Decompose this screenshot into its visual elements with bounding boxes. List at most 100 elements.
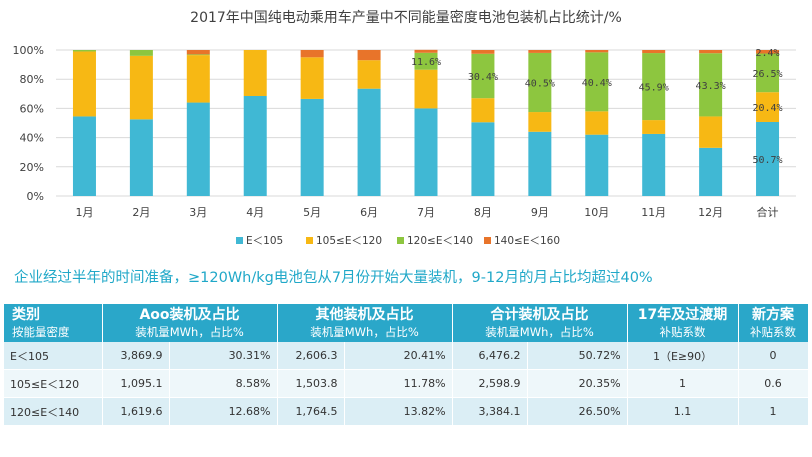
table-row: 120≤E＜140 1,619.6 12.68% 1,764.5 13.82% … [4,397,809,426]
header-coef-2017: 17年及过渡期 补贴系数 [627,304,739,342]
bar-segment [300,50,324,58]
legend-label: 120≤E＜140 [407,235,473,247]
x-tick-label: 2月 [132,206,150,219]
cell-coef-new: 0 [738,342,809,370]
cell-category: E＜105 [4,342,103,370]
cell-aoo-mwh: 1,619.6 [102,397,170,426]
bar-segment [756,50,780,54]
bar-segment [699,50,723,54]
bar-segment [414,49,438,53]
data-label: 30.4% [468,72,498,83]
cell-aoo-mwh: 3,869.9 [102,342,170,370]
cell-aoo-pct: 12.68% [169,397,278,426]
data-label: 2.4% [755,48,779,59]
cell-category: 105≤E＜120 [4,369,103,398]
cell-coef-2017: 1.1 [627,397,739,426]
bar-segment [585,134,609,196]
bar-segment [699,147,723,196]
bar-segment [528,52,552,113]
x-tick-label: 9月 [531,206,549,219]
x-axis-ticks: 1月 2月 3月 4月 5月 6月 7月 8月 9月 10月 11月 12月 合计 [75,205,778,219]
install-table: 类别 按能量密度 Aoo装机及占比 装机量MWh，占比% 其他装机及占比 装机量… [4,304,809,426]
bar-segment [129,50,153,56]
stacked-bar-chart: 2017年中国纯电动乘用车产量中不同能量密度电池包装机占比统计/% 0% 20% 4… [13,9,796,247]
legend-swatch [236,237,243,244]
bar-segment [72,116,96,196]
bar-segment [528,112,552,132]
x-tick-label: 3月 [189,206,207,219]
legend-label: 140≤E＜160 [494,235,560,247]
bar-segment [642,53,666,121]
bar-segment [699,116,723,148]
cell-coef-new: 0.6 [738,369,809,398]
cell-category: 120≤E＜140 [4,397,103,426]
bar-segment [585,111,609,135]
cell-total-mwh: 2,598.9 [452,369,528,398]
cell-coef-new: 1 [738,397,809,426]
cell-coef-2017: 1（E≥90） [627,342,739,370]
bar-segment [414,52,438,70]
data-labels: 11.6% 30.4% 40.5% 40.4% 45.9% 43.3% 2.4% 26.5% 2… [411,48,783,166]
bar-segment [642,120,666,134]
bar-segment [243,95,267,196]
legend-swatch [484,237,491,244]
data-label: 40.4% [582,78,612,89]
y-tick-label: 40% [20,132,44,145]
data-label: 20.4% [752,103,782,114]
cell-other-pct: 13.82% [344,397,453,426]
bar-segment [357,88,381,196]
bar-segment [129,119,153,196]
cell-total-pct: 20.35% [527,369,628,398]
data-label: 50.7% [752,155,782,166]
legend-item: E＜105 [236,235,283,247]
bar-segment [642,50,666,54]
bar-segment [756,92,780,122]
cell-aoo-pct: 8.58% [169,369,278,398]
cell-other-mwh: 2,606.3 [277,342,345,370]
table-header-row: 类别 按能量密度 Aoo装机及占比 装机量MWh，占比% 其他装机及占比 装机量… [4,304,809,342]
x-tick-label: 7月 [417,206,435,219]
y-axis-ticks: 0% 20% 40% 60% 80% 100% [13,44,44,203]
bar-segment [72,50,96,52]
y-tick-label: 100% [13,44,44,57]
x-tick-label: 11月 [641,206,666,219]
cell-other-mwh: 1,764.5 [277,397,345,426]
bar-segment [471,53,495,99]
bar-segment [471,98,495,123]
cell-total-pct: 50.72% [527,342,628,370]
cell-total-mwh: 3,384.1 [452,397,528,426]
x-tick-label: 5月 [303,206,321,219]
x-tick-label: 6月 [360,206,378,219]
data-label: 40.5% [525,78,555,89]
cell-coef-2017: 1 [627,369,739,398]
bar-segment [756,121,780,196]
bar-segment [357,50,381,61]
x-tick-label: 8月 [474,206,492,219]
legend-swatch [397,237,404,244]
cell-total-mwh: 6,476.2 [452,342,528,370]
bar-segment [243,50,267,96]
bar-segment [471,50,495,54]
header-total: 合计装机及占比 装机量MWh，占比% [452,304,628,342]
chart-title: 2017年中国纯电动乘用车产量中不同能量密度电池包装机占比统计/% [190,9,622,26]
x-tick-label: 12月 [698,206,723,219]
legend-item: 120≤E＜140 [397,235,473,247]
bar-segment [300,57,324,99]
data-label: 26.5% [752,69,782,80]
bar-segment [414,69,438,109]
bar-segment [699,53,723,117]
x-tick-label: 合计 [757,205,779,219]
header-category: 类别 按能量密度 [4,304,103,342]
cell-aoo-pct: 30.31% [169,342,278,370]
bar-segment [357,60,381,89]
y-tick-label: 20% [20,161,44,174]
bars [72,49,780,196]
y-tick-label: 60% [20,102,44,115]
cell-other-pct: 20.41% [344,342,453,370]
bar-segment [186,50,210,55]
bar-segment [186,102,210,196]
table-row: E＜105 3,869.9 30.31% 2,606.3 20.41% 6,47… [4,342,809,370]
bar-segment [186,55,210,103]
legend-label: E＜105 [246,235,283,247]
header-other: 其他装机及占比 装机量MWh，占比% [277,304,453,342]
